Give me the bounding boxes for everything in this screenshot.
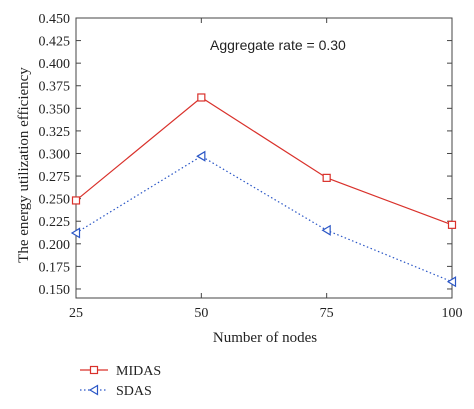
plot-frame <box>75 17 453 299</box>
legend: MIDAS SDAS <box>80 364 161 399</box>
data-point-sdas <box>321 224 331 236</box>
data-point-sdas <box>196 150 206 162</box>
legend-marker-midas <box>89 365 99 375</box>
y-tick-label: 0.400 <box>39 57 71 72</box>
plot-area-border <box>75 17 453 299</box>
x-tick-label: 50 <box>194 306 208 321</box>
y-axis-label: The energy utilization efficiency <box>16 67 32 263</box>
x-axis-label: Number of nodes <box>213 330 317 346</box>
y-tick-label: 0.200 <box>39 238 71 253</box>
series-group <box>70 93 457 288</box>
axis-ticks: 0.150 0.175 0.200 0.225 0.250 0.275 0.300 0.325… <box>39 12 463 321</box>
legend-label-midas: MIDAS <box>116 364 161 379</box>
y-tick-label: 0.300 <box>39 147 71 162</box>
legend-label-sdas: SDAS <box>116 384 152 399</box>
x-tick-label: 75 <box>320 306 334 321</box>
y-tick-label: 0.350 <box>39 102 71 117</box>
chart-annotation: Aggregate rate = 0.30 <box>210 37 346 53</box>
data-point-midas <box>322 173 331 182</box>
x-tick-label: 25 <box>69 306 83 321</box>
y-tick-label: 0.425 <box>39 35 71 50</box>
data-point-midas <box>197 93 206 102</box>
data-point-midas <box>447 220 457 229</box>
y-tick-label: 0.325 <box>39 125 71 140</box>
y-tick-label: 0.175 <box>39 260 71 275</box>
series-line-sdas <box>75 155 453 283</box>
y-tick-label: 0.275 <box>39 170 71 185</box>
y-tick-label: 0.225 <box>39 215 71 230</box>
x-tick-label: 100 <box>442 306 463 321</box>
series-line-midas <box>75 96 453 226</box>
y-tick-label: 0.450 <box>39 12 71 27</box>
y-tick-label: 0.375 <box>39 80 71 95</box>
legend-marker-sdas <box>88 384 99 396</box>
data-point-midas <box>71 196 81 205</box>
data-point-sdas <box>70 227 81 239</box>
data-point-sdas <box>446 276 457 288</box>
y-tick-label: 0.150 <box>39 283 71 298</box>
y-tick-label: 0.250 <box>39 193 71 208</box>
